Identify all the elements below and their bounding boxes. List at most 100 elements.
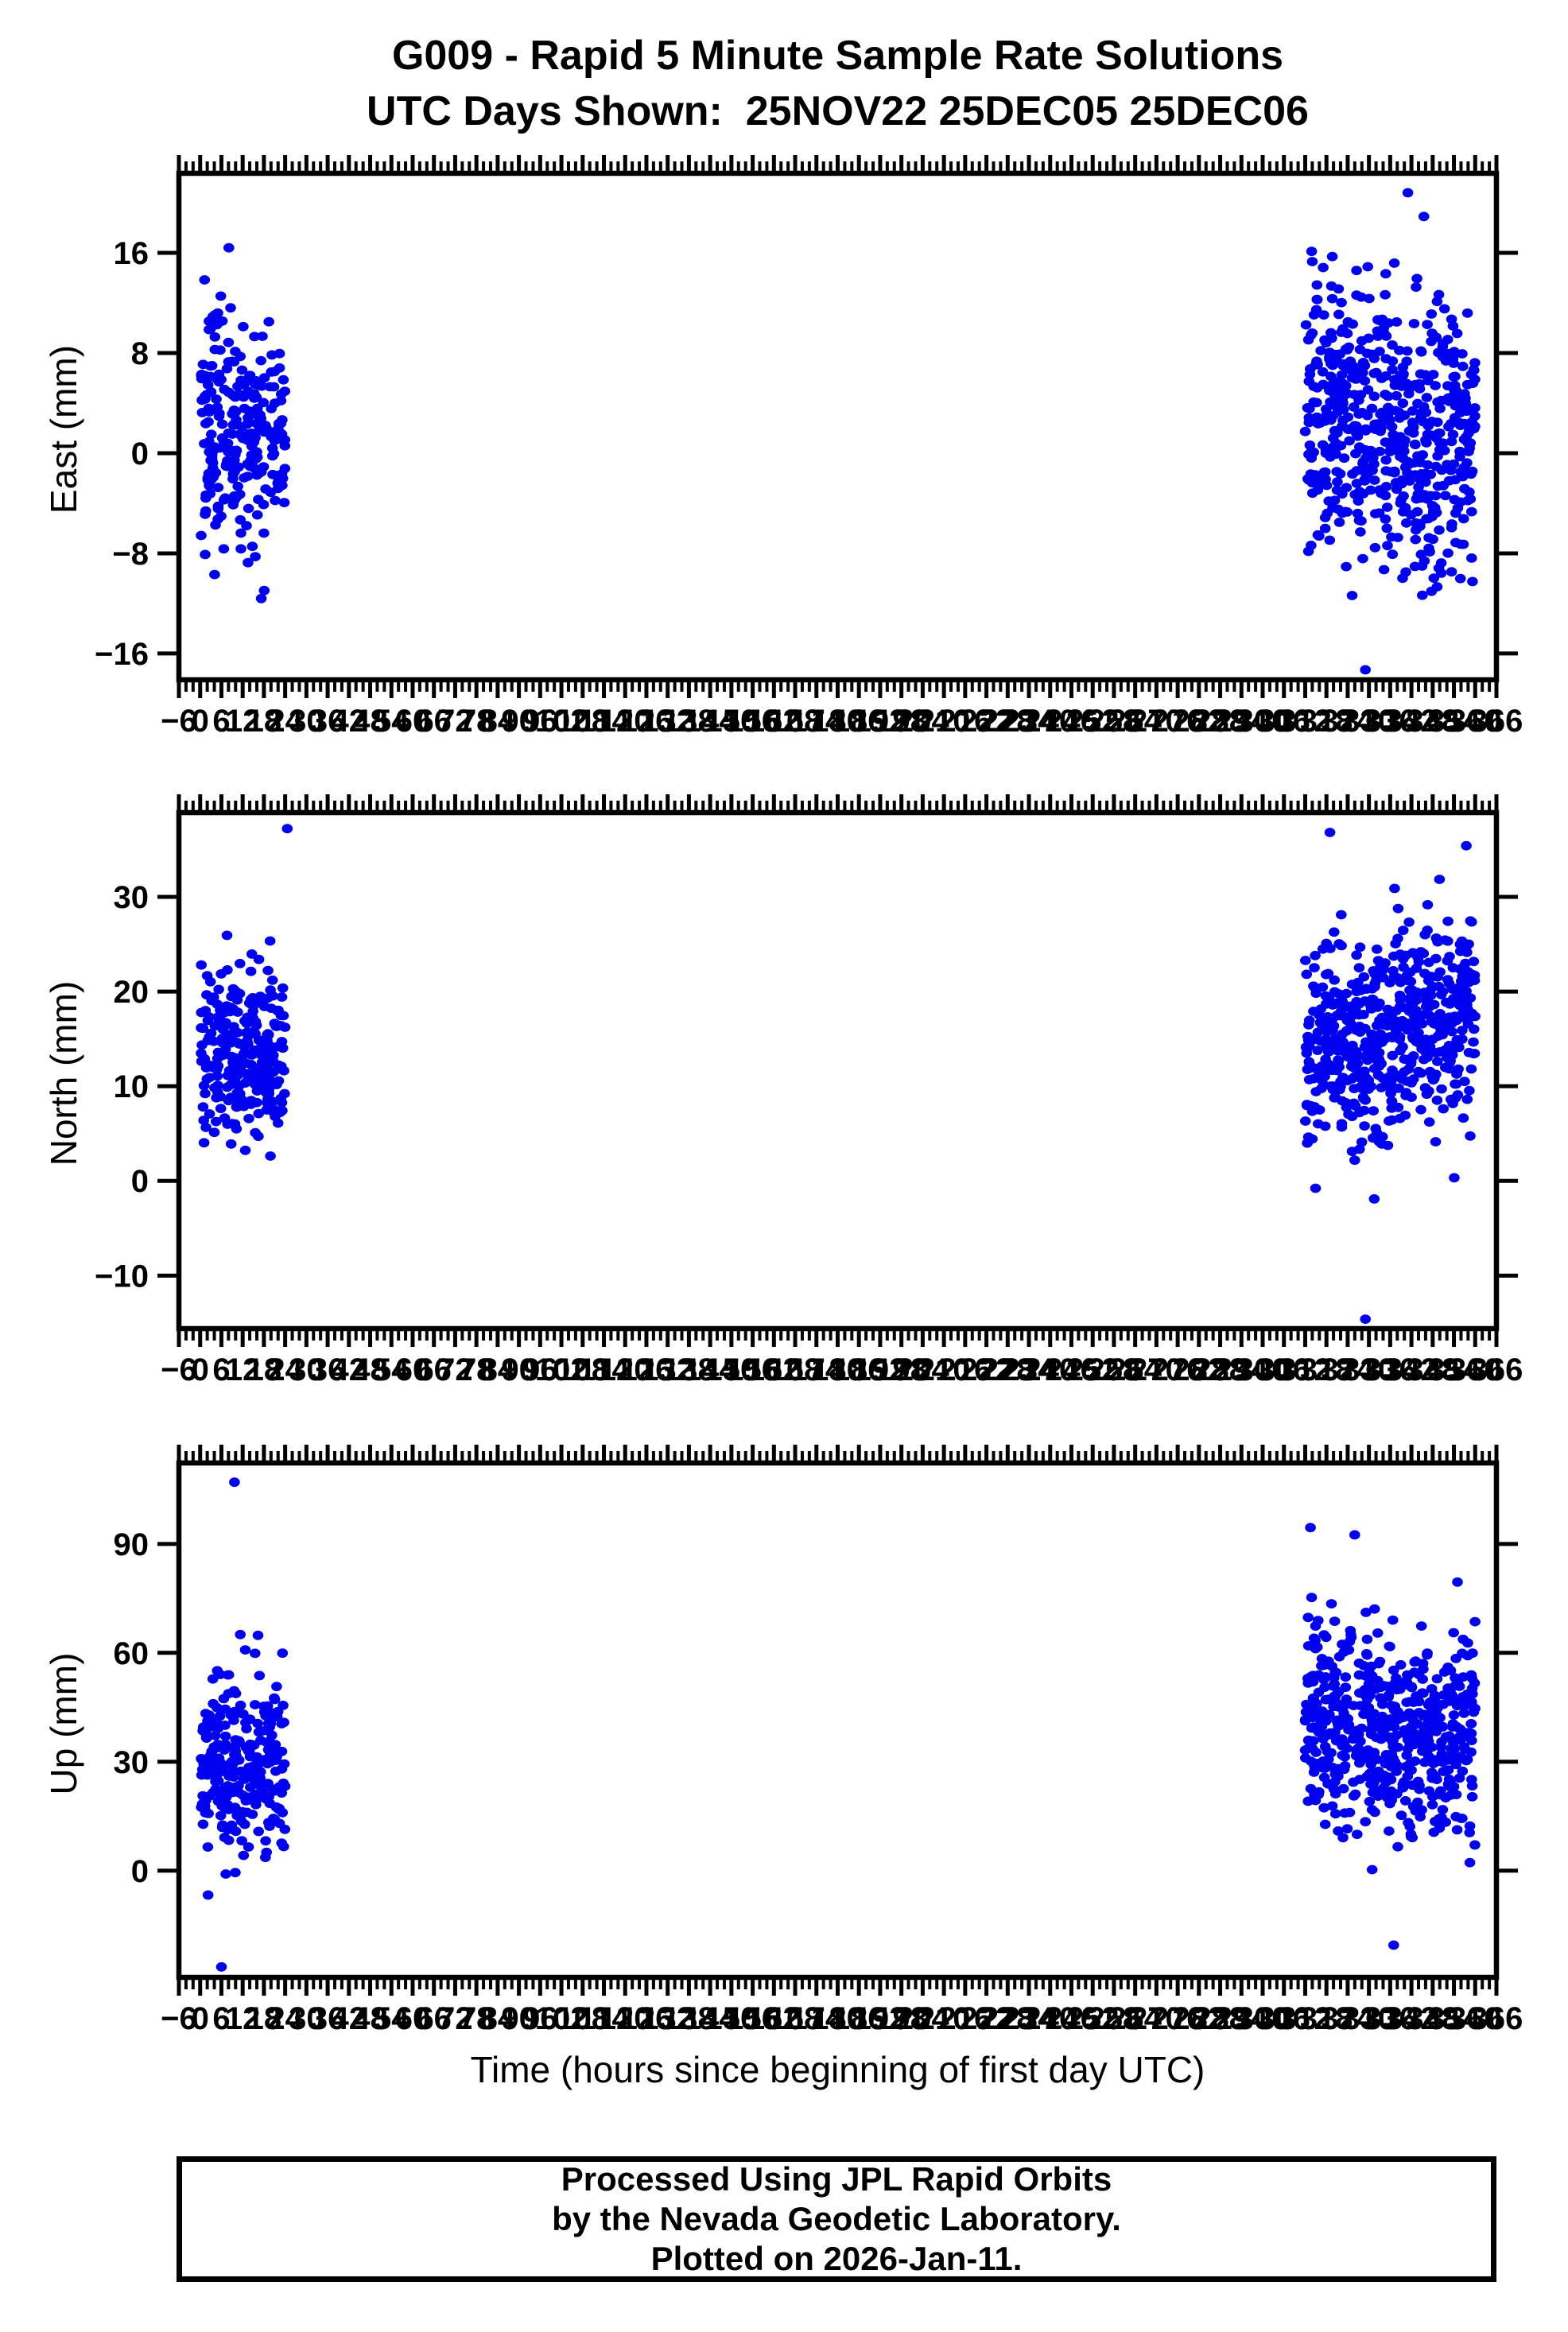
data-point bbox=[1310, 1183, 1322, 1193]
x-tick-label: 156 bbox=[726, 704, 779, 739]
data-point bbox=[1323, 1694, 1334, 1705]
x-tick-label: 96 bbox=[522, 704, 558, 739]
data-point bbox=[1405, 1059, 1417, 1069]
data-point bbox=[1446, 1733, 1457, 1744]
y-axis-label-east: East (mm) bbox=[43, 344, 84, 514]
data-point bbox=[1345, 1011, 1356, 1020]
data-point bbox=[235, 1700, 246, 1710]
data-point bbox=[258, 585, 270, 596]
data-point bbox=[1360, 665, 1371, 675]
data-point bbox=[1350, 374, 1362, 384]
data-point bbox=[1382, 541, 1393, 551]
x-tick-label: 108 bbox=[556, 704, 609, 739]
data-point bbox=[1329, 1769, 1341, 1779]
data-point bbox=[1411, 282, 1422, 292]
data-point bbox=[1388, 1940, 1399, 1950]
data-point bbox=[1341, 988, 1353, 999]
data-point bbox=[1426, 309, 1438, 319]
data-point bbox=[1454, 408, 1466, 417]
y-tick-label: 16 bbox=[114, 236, 149, 271]
data-point bbox=[246, 441, 258, 452]
data-point bbox=[1357, 489, 1369, 499]
data-point bbox=[1324, 347, 1336, 357]
data-point bbox=[253, 1108, 265, 1119]
data-point bbox=[1454, 939, 1466, 949]
data-point bbox=[1418, 1730, 1430, 1740]
x-tick-label: 54 bbox=[374, 2001, 409, 2036]
x-tick-label: 30 bbox=[289, 2001, 324, 2036]
data-point bbox=[1373, 1055, 1385, 1065]
data-point bbox=[1337, 489, 1348, 499]
x-tick-label: 354 bbox=[1427, 1352, 1481, 1387]
data-point bbox=[1425, 991, 1437, 1000]
data-point bbox=[1353, 999, 1365, 1009]
data-point bbox=[215, 1961, 227, 1972]
x-tick-label: 162 bbox=[747, 2001, 801, 2036]
data-point bbox=[1426, 328, 1438, 339]
data-point bbox=[1364, 1768, 1376, 1778]
x-tick-label: 234 bbox=[1003, 704, 1056, 739]
data-point bbox=[1366, 1805, 1378, 1815]
data-point bbox=[1431, 1095, 1443, 1105]
data-point bbox=[1351, 266, 1362, 276]
y-tick-label: −16 bbox=[95, 637, 149, 672]
data-point bbox=[1447, 1099, 1458, 1108]
x-tick-label: 228 bbox=[981, 704, 1034, 739]
data-point bbox=[1337, 1639, 1348, 1649]
data-point bbox=[1464, 1828, 1475, 1837]
data-point bbox=[1346, 591, 1358, 600]
data-point bbox=[1301, 1100, 1313, 1111]
data-point bbox=[1305, 1523, 1316, 1533]
data-point bbox=[1386, 1096, 1398, 1107]
data-point bbox=[269, 398, 281, 409]
data-point bbox=[1447, 391, 1458, 402]
data-point bbox=[1322, 968, 1334, 979]
data-point bbox=[246, 1096, 257, 1105]
data-point bbox=[1356, 1137, 1368, 1147]
data-point bbox=[1415, 1068, 1427, 1078]
x-tick-label: 318 bbox=[1300, 2001, 1353, 2036]
data-point bbox=[1446, 1744, 1457, 1754]
data-point bbox=[1442, 916, 1454, 926]
data-point bbox=[245, 1073, 256, 1084]
x-tick-label: 282 bbox=[1172, 704, 1225, 739]
data-point bbox=[1415, 346, 1426, 356]
data-point bbox=[1384, 440, 1396, 450]
x-tick-label: −6 bbox=[161, 1352, 197, 1387]
data-point bbox=[1360, 1073, 1372, 1083]
data-point bbox=[223, 337, 235, 347]
data-point bbox=[1402, 188, 1414, 198]
data-point bbox=[1422, 375, 1434, 386]
data-point bbox=[1423, 1086, 1434, 1096]
data-point bbox=[1428, 1759, 1439, 1768]
data-point bbox=[214, 1711, 226, 1721]
data-point bbox=[1413, 1708, 1425, 1717]
data-point bbox=[1461, 1094, 1473, 1104]
data-point bbox=[1343, 1720, 1355, 1730]
data-point bbox=[1304, 369, 1316, 379]
data-point bbox=[1306, 257, 1318, 266]
data-point bbox=[1455, 1752, 1466, 1761]
data-point bbox=[1368, 391, 1380, 402]
data-point bbox=[1435, 1700, 1446, 1710]
data-point bbox=[251, 510, 263, 520]
data-point bbox=[244, 1752, 256, 1762]
data-point bbox=[1306, 447, 1318, 456]
data-point bbox=[253, 495, 264, 505]
data-point bbox=[1348, 1791, 1360, 1801]
data-point bbox=[1317, 1017, 1329, 1027]
data-point bbox=[1399, 1680, 1410, 1690]
data-point bbox=[1409, 439, 1421, 449]
data-point bbox=[224, 1002, 236, 1012]
data-point bbox=[1308, 1693, 1319, 1703]
data-point bbox=[1426, 1799, 1438, 1810]
data-point bbox=[212, 503, 224, 514]
x-tick-label: 264 bbox=[1108, 704, 1162, 739]
data-point bbox=[204, 1109, 215, 1119]
data-point bbox=[1437, 987, 1449, 997]
data-point bbox=[270, 495, 281, 506]
x-tick-label: 312 bbox=[1279, 704, 1332, 739]
x-tick-label: 60 bbox=[395, 704, 431, 739]
data-point bbox=[1434, 967, 1446, 977]
data-point bbox=[1461, 379, 1473, 390]
